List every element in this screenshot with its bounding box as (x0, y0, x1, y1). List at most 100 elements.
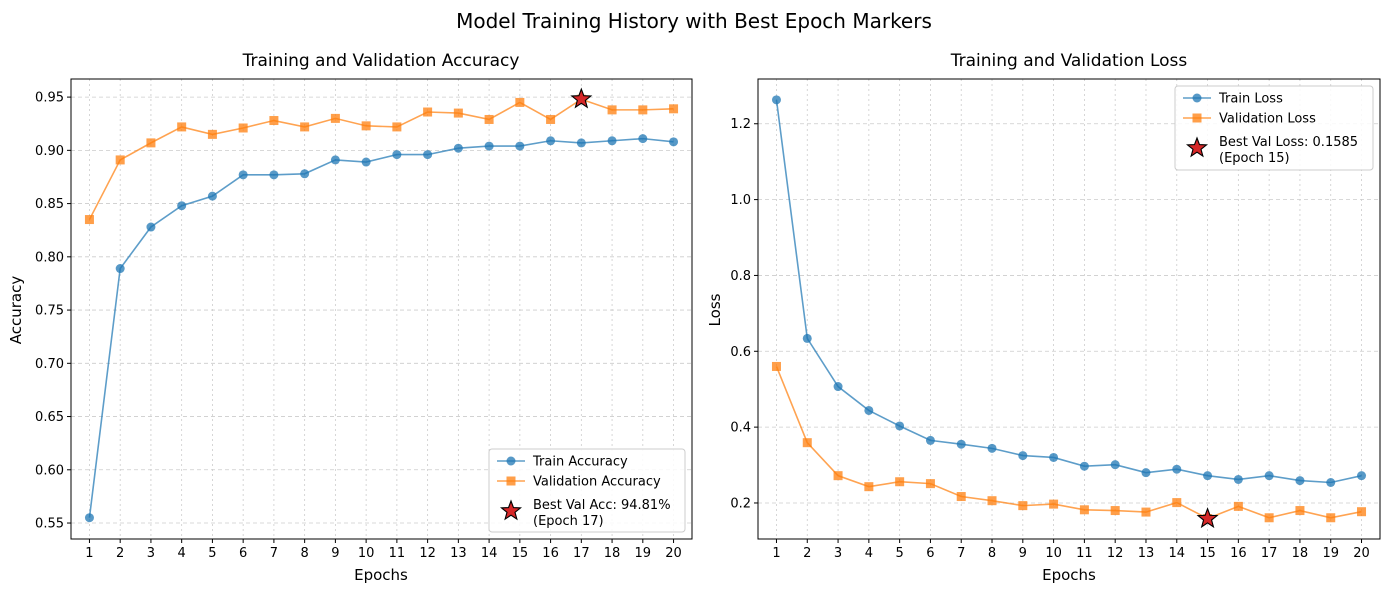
loss-series-validation-point (956, 492, 966, 502)
accuracy-xtick-label: 8 (301, 546, 309, 561)
accuracy-series-train-point (392, 150, 402, 160)
accuracy-legend-validation-swatch-marker (506, 476, 516, 486)
accuracy-series-train-point (330, 155, 340, 165)
loss-chart-title: Training and Validation Loss (950, 51, 1188, 71)
loss-series-validation-point (1018, 501, 1028, 511)
loss-xtick-label: 11 (1076, 546, 1093, 561)
loss-series-validation-point (1110, 506, 1120, 516)
accuracy-xtick-label: 1 (85, 546, 93, 561)
loss-chart-ylabel: Loss (706, 293, 724, 326)
loss-series-train-point (1141, 468, 1151, 478)
loss-series-train-point (1326, 477, 1336, 487)
accuracy-series-train-point (576, 138, 586, 148)
accuracy-ytick-label: 0.95 (35, 91, 64, 106)
accuracy-series-train-point (638, 134, 648, 144)
loss-series-train-point (771, 95, 781, 105)
loss-series-validation-point (1326, 513, 1336, 523)
accuracy-series-validation-point (300, 122, 310, 132)
accuracy-legend-train-swatch-marker (506, 456, 516, 466)
accuracy-series-validation-point (177, 122, 187, 132)
loss-series-validation-point (1049, 499, 1059, 509)
accuracy-series-train-point (300, 169, 310, 179)
accuracy-legend-box (488, 448, 686, 533)
loss-series-validation-point (864, 482, 874, 492)
accuracy-chart-ylabel: Accuracy (7, 276, 25, 345)
accuracy-legend: Train Accuracy Validation Accuracy Best Va… (488, 448, 686, 533)
accuracy-series-validation-point (84, 215, 94, 225)
accuracy-xtick-label: 19 (635, 546, 652, 561)
loss-series-train-point (1203, 471, 1213, 481)
accuracy-xtick-label: 5 (208, 546, 216, 561)
loss-series-train-point (1049, 452, 1059, 462)
accuracy-legend-best-swatch (499, 499, 523, 521)
accuracy-series-train-point (207, 191, 217, 201)
loss-xtick-label: 2 (803, 546, 811, 561)
accuracy-xtick-label: 9 (331, 546, 339, 561)
loss-ytick-label: 1.2 (730, 117, 751, 132)
loss-xtick-label: 15 (1199, 546, 1216, 561)
accuracy-series-validation-point (546, 114, 556, 124)
loss-xtick-label: 12 (1107, 546, 1124, 561)
accuracy-chart-title: Training and Validation Accuracy (242, 51, 520, 71)
loss-series-validation-point (833, 471, 843, 481)
accuracy-xtick-label: 7 (270, 546, 278, 561)
accuracy-series-validation-point (361, 121, 371, 131)
loss-legend-train-label: Train Loss (1218, 92, 1283, 107)
loss-series-train-point (864, 405, 874, 415)
accuracy-series-validation-point (484, 114, 494, 124)
accuracy-series-validation-point (207, 129, 217, 139)
accuracy-series-validation-point (638, 105, 648, 115)
accuracy-series-train-point (146, 222, 156, 232)
accuracy-series-train-point (269, 170, 279, 180)
loss-series-validation-point (1141, 507, 1151, 517)
accuracy-xtick-label: 18 (604, 546, 621, 561)
accuracy-series-train-line (88, 137, 674, 518)
accuracy-series-validation-point (453, 108, 463, 118)
loss-best-epoch-star (1196, 507, 1219, 529)
accuracy-ytick-label: 0.70 (35, 357, 64, 372)
loss-series-validation-point (1172, 498, 1182, 508)
accuracy-series-train-point (515, 141, 525, 151)
accuracy-series-train-point (84, 513, 94, 523)
loss-xtick-label: 1 (772, 546, 780, 561)
loss-series-validation-point (895, 477, 905, 487)
accuracy-chart: Training and Validation Accuracy Epochs … (7, 51, 693, 584)
loss-series-train-point (956, 439, 966, 449)
loss-xtick-label: 19 (1322, 546, 1339, 561)
loss-series-validation-point (925, 479, 935, 489)
loss-legend-train-swatch-marker (1192, 93, 1202, 103)
loss-ytick-label: 0.6 (730, 345, 751, 360)
loss-ytick-label: 0.8 (730, 269, 751, 284)
loss-xtick-label: 20 (1353, 546, 1370, 561)
accuracy-series-train-point (669, 137, 679, 147)
accuracy-series-train-point (115, 264, 125, 274)
accuracy-series-validation-point (115, 155, 125, 165)
accuracy-xtick-label: 16 (542, 546, 559, 561)
loss-xtick-label: 14 (1168, 546, 1185, 561)
accuracy-chart-xlabel: Epochs (354, 566, 408, 584)
loss-series-train-point (1110, 460, 1120, 470)
loss-ytick-label: 0.4 (730, 421, 751, 436)
loss-xtick-label: 17 (1261, 546, 1278, 561)
accuracy-xtick-label: 3 (147, 546, 155, 561)
accuracy-ytick-label: 0.90 (35, 144, 64, 159)
loss-plot-area: 1 2 3 4 5 6 7 8 9 10 11 12 13 14 15 16 17 18 19 200.20.40.6… (730, 78, 1381, 561)
loss-series-train-point (1264, 471, 1274, 481)
accuracy-series-validation-point (423, 107, 433, 117)
loss-legend-validation-swatch-marker (1192, 113, 1202, 123)
accuracy-series-validation-point (146, 138, 156, 148)
loss-chart: Training and Validation Loss Epochs Loss… (706, 51, 1381, 584)
loss-legend-best-swatch (1185, 136, 1209, 158)
accuracy-series-train-point (238, 170, 248, 180)
loss-axes-frame (757, 78, 1381, 540)
accuracy-series-train-point (177, 201, 187, 211)
loss-xtick-label: 13 (1138, 546, 1155, 561)
loss-xtick-label: 16 (1230, 546, 1247, 561)
loss-series-train-point (1295, 476, 1305, 486)
loss-series-train-point (1079, 461, 1089, 471)
accuracy-series-validation-line (88, 98, 674, 220)
loss-xtick-label: 6 (926, 546, 934, 561)
accuracy-xtick-label: 11 (389, 546, 406, 561)
